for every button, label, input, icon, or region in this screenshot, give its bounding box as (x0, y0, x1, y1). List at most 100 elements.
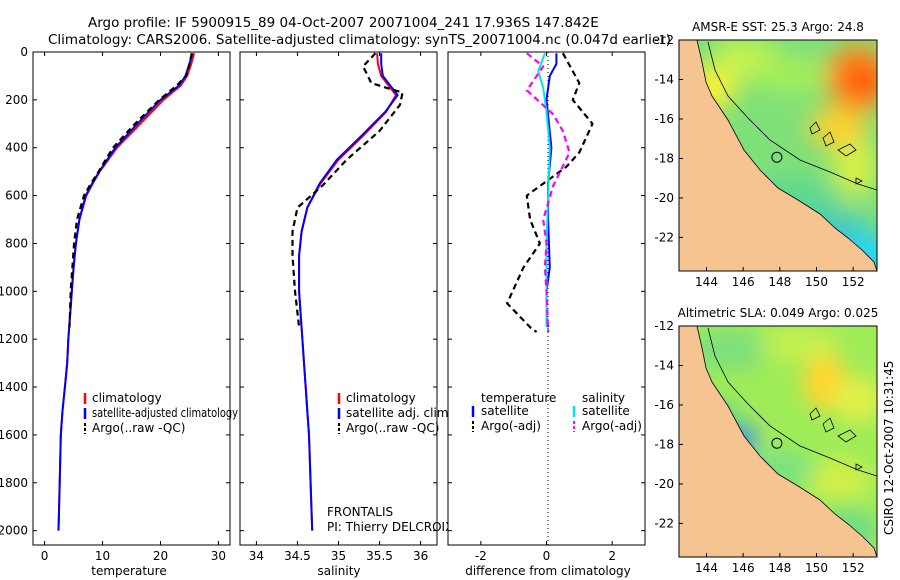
difference-x-axis: -2 0 2 (475, 52, 616, 563)
temperature-x-axis: 0 10 20 30 (41, 52, 226, 563)
temperature-xtick-label: 20 (153, 549, 168, 563)
sst-lat-label: -14 (654, 72, 674, 86)
sla-isobath (707, 327, 877, 477)
sst-isobath (707, 41, 877, 191)
temperature-series-line (57, 52, 194, 531)
sla-field (679, 326, 877, 557)
sla-lat-label: -16 (654, 398, 674, 412)
salinity-series-line (298, 53, 399, 531)
sla-map-frame (678, 325, 878, 558)
temperature-xtick-label: 30 (211, 549, 226, 563)
legend-satellite-label: satellite-adjusted climatology (92, 406, 238, 420)
depth-tick-label: 1000 (0, 284, 28, 298)
legend-climatology-label: climatology (346, 391, 416, 405)
difference-panel: -2 0 2 difference from climatology tempera… (447, 51, 646, 578)
depth-tick-label: 1800 (0, 476, 28, 490)
salinity-xtick-label: 35.5 (366, 549, 393, 563)
legend-climatology-label: climatology (92, 391, 162, 405)
sla-lon-label: 148 (768, 561, 791, 575)
temperature-series (57, 52, 196, 531)
depth-tick-label: 1200 (0, 332, 28, 346)
project-name: FRONTALIS (327, 505, 393, 519)
salinity-xtick-label: 34 (249, 549, 264, 563)
difference-series-line (506, 52, 594, 333)
sla-lat-label: -22 (654, 516, 674, 530)
salinity-xtick-label: 36 (413, 549, 428, 563)
sst-lon-axis: 144 146 148 150 152 (695, 267, 865, 289)
legend-sal-satellite-label: satellite (582, 404, 630, 418)
depth-axis: 0 200 400 600 800 1000 1200 1400 1600 1800 2000 (0, 45, 230, 538)
depth-tick-label: 200 (5, 93, 28, 107)
temperature-xtick-label: 10 (95, 549, 110, 563)
salinity-depth-ticks (240, 51, 437, 532)
header-line2: Climatology: CARS2006. Satellite-adjuste… (48, 32, 671, 48)
depth-tick-label: 600 (5, 189, 28, 203)
legend-sal-argo-label: Argo(-adj) (582, 419, 642, 433)
temperature-xlabel: temperature (91, 564, 166, 578)
difference-xlabel: difference from climatology (465, 564, 631, 578)
sst-field (679, 40, 877, 271)
depth-tick-label: 1600 (0, 428, 28, 442)
principal-investigator: PI: Thierry DELCROIX (327, 520, 453, 534)
sla-lat-axis: -12 -14 -16 -18 -20 -22 (654, 319, 683, 530)
salinity-x-axis: 34 34.5 35 35.5 36 (249, 52, 428, 563)
legend-argo-label: Argo(..raw -QC) (92, 421, 185, 435)
difference-xtick-label: 2 (608, 549, 616, 563)
sla-island (855, 463, 863, 471)
sst-lon-label: 150 (805, 275, 828, 289)
depth-tick-label: 0 (20, 45, 28, 59)
sla-lat-label: -20 (654, 477, 674, 491)
sla-landmass (679, 326, 877, 557)
sla-reefs (809, 407, 857, 443)
salinity-xlabel: salinity (317, 564, 360, 578)
sst-lat-axis: -12 -14 -16 -18 -20 -22 (654, 33, 683, 244)
difference-series-line (525, 52, 571, 333)
sst-reefs (809, 121, 857, 157)
salinity-series-line (291, 52, 404, 328)
depth-tick-label: 1400 (0, 380, 28, 394)
salinity-axes-box (239, 51, 438, 546)
temperature-axes-box (32, 51, 231, 546)
depth-tick-label: 800 (5, 236, 28, 250)
sla-argo-marker (771, 437, 783, 449)
sst-lon-label: 144 (695, 275, 718, 289)
sla-lon-label: 146 (732, 561, 755, 575)
sla-lat-label: -18 (654, 437, 674, 451)
sst-map-frame (678, 39, 878, 272)
salinity-series (291, 52, 404, 531)
legend-temp-argo-label: Argo(-adj) (481, 419, 541, 433)
sst-lon-label: 152 (842, 275, 865, 289)
salinity-panel: 34 34.5 35 35.5 36 salinity climatology sate… (239, 51, 453, 578)
sst-argo-marker (771, 151, 783, 163)
sst-landmass (679, 40, 877, 271)
sla-map: Altimetric SLA: 0.049 Argo: 0.025 -12 -14… (654, 306, 878, 575)
difference-series (506, 52, 594, 333)
sst-island (855, 177, 863, 185)
sst-lon-label: 148 (768, 275, 791, 289)
depth-tick-label: 2000 (0, 524, 28, 538)
sst-map-title: AMSR-E SST: 25.3 Argo: 24.8 (692, 20, 864, 34)
legend-temp-satellite-label: satellite (481, 404, 529, 418)
sla-lat-label: -14 (654, 358, 674, 372)
header-line1: Argo profile: IF 5900915_89 04-Oct-2007 … (88, 15, 599, 31)
sla-lat-label: -12 (654, 319, 674, 333)
depth-tick-label: 400 (5, 141, 28, 155)
salinity-xtick-label: 35 (331, 549, 346, 563)
sst-lat-label: -18 (654, 151, 674, 165)
difference-depth-ticks (448, 51, 645, 532)
legend-salinity-heading: salinity (582, 391, 625, 405)
temperature-series-line (68, 52, 193, 328)
legend-satellite-label: satellite adj. clim. (346, 406, 452, 420)
legend-argo-label: Argo(..raw -QC) (346, 421, 439, 435)
sla-lon-label: 152 (842, 561, 865, 575)
sla-lon-label: 144 (695, 561, 718, 575)
sst-lat-label: -12 (654, 33, 674, 47)
sst-lon-label: 146 (732, 275, 755, 289)
sst-lat-label: -16 (654, 112, 674, 126)
sst-map: AMSR-E SST: 25.3 Argo: 24.8 (654, 20, 878, 289)
difference-legend: temperature satellite Argo(-adj) salinit… (471, 391, 642, 433)
legend-temperature-heading: temperature (481, 391, 556, 405)
sst-lat-label: -20 (654, 191, 674, 205)
difference-xtick-label: 0 (543, 549, 551, 563)
